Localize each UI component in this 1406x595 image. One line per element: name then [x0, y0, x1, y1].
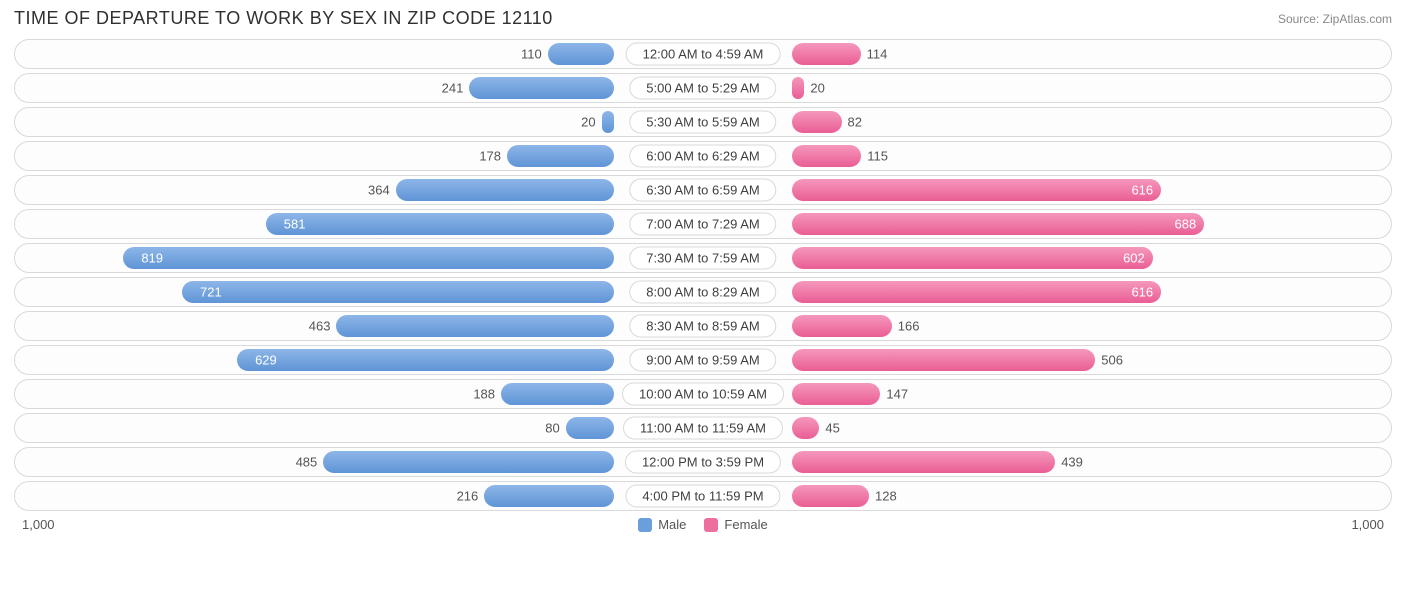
female-value-label: 166 [898, 319, 920, 334]
female-bar [792, 77, 804, 99]
category-label: 5:00 AM to 5:29 AM [629, 77, 776, 100]
chart-area: 110 114 12:00 AM to 4:59 AM 241 20 5:00 AM to… [14, 39, 1392, 511]
chart-row: 629 506 9:00 AM to 9:59 AM [14, 345, 1392, 375]
male-value-label: 188 [473, 387, 495, 402]
axis-label-right: 1,000 [1351, 517, 1384, 532]
category-label: 6:00 AM to 6:29 AM [629, 145, 776, 168]
legend-male-label: Male [658, 517, 686, 532]
female-value-label: 616 [1131, 183, 1153, 198]
female-bar [792, 213, 1204, 235]
male-bar [602, 111, 614, 133]
chart-row: 188 147 10:00 AM to 10:59 AM [14, 379, 1392, 409]
male-value-label: 629 [245, 353, 277, 368]
chart-row: 819 602 7:30 AM to 7:59 AM [14, 243, 1392, 273]
category-label: 9:00 AM to 9:59 AM [629, 349, 776, 372]
male-bar [396, 179, 614, 201]
female-bar [792, 111, 841, 133]
female-value-label: 82 [848, 115, 862, 130]
category-label: 8:00 AM to 8:29 AM [629, 281, 776, 304]
chart-row: 241 20 5:00 AM to 5:29 AM [14, 73, 1392, 103]
chart-row: 463 166 8:30 AM to 8:59 AM [14, 311, 1392, 341]
legend: Male Female [638, 517, 768, 532]
female-bar [792, 145, 861, 167]
male-value-label: 110 [521, 47, 542, 62]
female-value-label: 616 [1131, 285, 1153, 300]
female-value-label: 114 [867, 47, 888, 62]
female-value-label: 20 [810, 81, 824, 96]
female-bar [792, 43, 860, 65]
female-value-label: 506 [1101, 353, 1123, 368]
male-bar [501, 383, 614, 405]
female-swatch [704, 518, 718, 532]
female-value-label: 439 [1061, 455, 1083, 470]
category-label: 6:30 AM to 6:59 AM [629, 179, 776, 202]
female-bar [792, 349, 1095, 371]
female-bar [792, 383, 880, 405]
male-value-label: 178 [479, 149, 501, 164]
male-value-label: 581 [274, 217, 306, 232]
male-bar [323, 451, 613, 473]
female-bar [792, 451, 1055, 473]
chart-row: 20 82 5:30 AM to 5:59 AM [14, 107, 1392, 137]
male-bar [237, 349, 613, 371]
male-bar [336, 315, 613, 337]
female-bar [792, 485, 869, 507]
chart-row: 80 45 11:00 AM to 11:59 AM [14, 413, 1392, 443]
female-bar [792, 247, 1152, 269]
female-bar [792, 417, 819, 439]
category-label: 12:00 PM to 3:59 PM [625, 451, 781, 474]
female-bar [792, 315, 891, 337]
male-bar [469, 77, 613, 99]
chart-row: 721 616 8:00 AM to 8:29 AM [14, 277, 1392, 307]
female-value-label: 688 [1175, 217, 1197, 232]
male-value-label: 721 [190, 285, 222, 300]
category-label: 4:00 PM to 11:59 PM [625, 485, 780, 508]
category-label: 7:00 AM to 7:29 AM [629, 213, 776, 236]
male-value-label: 20 [581, 115, 595, 130]
male-bar [182, 281, 614, 303]
chart-row: 581 688 7:00 AM to 7:29 AM [14, 209, 1392, 239]
male-bar [484, 485, 613, 507]
female-value-label: 45 [825, 421, 839, 436]
source-attribution: Source: ZipAtlas.com [1278, 12, 1392, 26]
category-label: 10:00 AM to 10:59 AM [622, 383, 784, 406]
chart-row: 110 114 12:00 AM to 4:59 AM [14, 39, 1392, 69]
male-value-label: 463 [309, 319, 331, 334]
female-bar [792, 281, 1161, 303]
legend-item-male: Male [638, 517, 686, 532]
male-bar [507, 145, 614, 167]
chart-row: 216 128 4:00 PM to 11:59 PM [14, 481, 1392, 511]
female-value-label: 115 [867, 149, 888, 164]
category-label: 12:00 AM to 4:59 AM [626, 43, 781, 66]
axis-label-left: 1,000 [22, 517, 55, 532]
legend-item-female: Female [704, 517, 767, 532]
chart-title: TIME OF DEPARTURE TO WORK BY SEX IN ZIP … [14, 8, 553, 29]
male-bar [566, 417, 614, 439]
male-bar [266, 213, 614, 235]
category-label: 11:00 AM to 11:59 AM [623, 417, 783, 440]
chart-row: 364 616 6:30 AM to 6:59 AM [14, 175, 1392, 205]
legend-female-label: Female [724, 517, 767, 532]
male-value-label: 819 [131, 251, 163, 266]
category-label: 8:30 AM to 8:59 AM [629, 315, 776, 338]
female-value-label: 128 [875, 489, 897, 504]
male-bar [123, 247, 613, 269]
male-swatch [638, 518, 652, 532]
male-value-label: 241 [442, 81, 464, 96]
chart-row: 178 115 6:00 AM to 6:29 AM [14, 141, 1392, 171]
male-value-label: 216 [457, 489, 479, 504]
category-label: 5:30 AM to 5:59 AM [629, 111, 776, 134]
male-value-label: 80 [545, 421, 559, 436]
female-bar [792, 179, 1161, 201]
male-value-label: 364 [368, 183, 390, 198]
chart-row: 485 439 12:00 PM to 3:59 PM [14, 447, 1392, 477]
category-label: 7:30 AM to 7:59 AM [629, 247, 776, 270]
female-value-label: 147 [886, 387, 908, 402]
male-bar [548, 43, 614, 65]
male-value-label: 485 [296, 455, 318, 470]
female-value-label: 602 [1123, 251, 1145, 266]
